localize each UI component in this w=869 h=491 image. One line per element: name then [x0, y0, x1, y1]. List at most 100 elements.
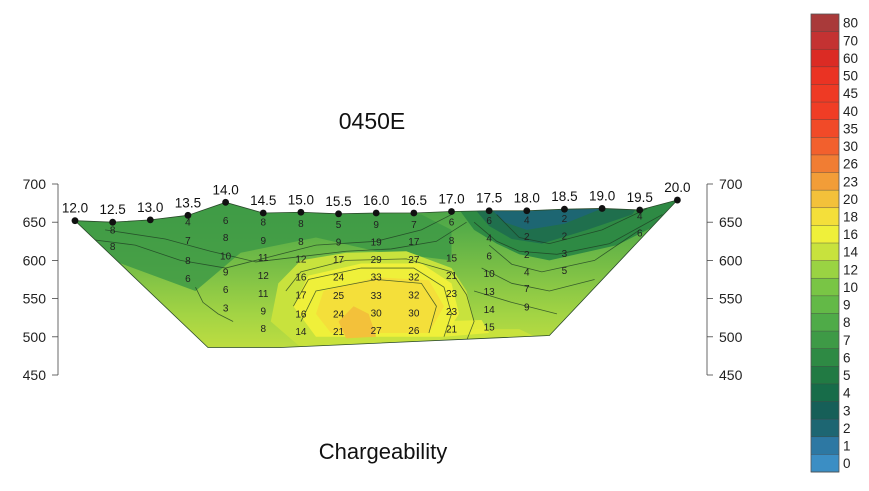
colorbar-label: 10 — [843, 280, 858, 295]
colorbar-label: 7 — [843, 333, 851, 348]
data-label: 32 — [408, 273, 420, 284]
colorbar-label: 23 — [843, 174, 858, 189]
data-label: 17 — [408, 237, 420, 248]
colorbar-swatch — [811, 207, 839, 226]
station-dot — [410, 209, 418, 217]
colorbar-label: 40 — [843, 104, 858, 119]
colorbar-swatch — [811, 31, 839, 50]
colorbar-label: 45 — [843, 86, 858, 101]
station-dot — [485, 207, 493, 215]
data-label: 8 — [298, 237, 304, 248]
data-label: 2 — [524, 250, 530, 261]
right-tick-label: 600 — [719, 252, 743, 268]
left-tick-label: 500 — [23, 329, 47, 345]
colorbar-label: 35 — [843, 121, 858, 136]
data-label: 4 — [486, 234, 492, 245]
station-label: 20.0 — [664, 180, 690, 195]
colorbar-label: 14 — [843, 245, 859, 260]
data-label: 10 — [220, 251, 232, 262]
data-label: 9 — [223, 267, 229, 278]
data-label: 21 — [446, 325, 458, 336]
contour-line — [293, 267, 452, 337]
data-label: 27 — [408, 255, 420, 266]
station-label: 17.0 — [438, 192, 464, 207]
station-dot — [561, 205, 568, 213]
station-dot — [222, 198, 230, 206]
data-label: 4 — [185, 218, 191, 229]
colorbar-label: 50 — [843, 69, 858, 84]
data-label: 25 — [333, 291, 345, 302]
colorbar-label: 80 — [843, 16, 858, 31]
colorbar-label: 70 — [843, 33, 858, 48]
data-label: 4 — [524, 215, 530, 226]
data-label: 3 — [223, 303, 229, 314]
data-label: 14 — [295, 327, 307, 338]
data-label: 5 — [562, 266, 568, 277]
colorbar-swatch — [811, 14, 839, 32]
contour-zone — [436, 319, 490, 337]
colorbar-label: 5 — [843, 368, 851, 383]
data-label: 19 — [371, 238, 383, 249]
contour-line — [300, 279, 437, 334]
colorbar-swatch — [811, 419, 839, 438]
data-label: 5 — [336, 220, 342, 231]
colorbar-swatch — [811, 366, 839, 385]
data-label: 26 — [408, 326, 420, 337]
station-label: 18.5 — [551, 189, 577, 204]
contour-line — [473, 290, 558, 315]
data-label: 7 — [411, 220, 417, 231]
station-label: 13.5 — [175, 195, 201, 210]
data-label: 2 — [562, 231, 568, 242]
data-label: 8 — [449, 236, 455, 247]
colorbar-label: 0 — [843, 456, 851, 471]
data-label: 15 — [446, 254, 458, 265]
data-label: 33 — [371, 273, 383, 284]
data-label: 32 — [408, 290, 420, 301]
contour-line — [488, 229, 640, 273]
station-label: 15.0 — [288, 192, 314, 207]
station-dot — [674, 196, 681, 204]
colorbar-swatch — [811, 278, 839, 297]
left-tick-label: 550 — [23, 291, 47, 307]
colorbar-label: 18 — [843, 210, 858, 225]
station-dot — [523, 207, 531, 215]
colorbar-swatch — [811, 172, 839, 191]
colorbar-label: 16 — [843, 227, 858, 242]
data-label: 14 — [484, 305, 496, 316]
left-tick-label: 700 — [23, 176, 47, 192]
data-label: 21 — [333, 327, 345, 338]
data-label: 17 — [295, 290, 307, 301]
station-dot — [297, 208, 305, 216]
data-label: 9 — [524, 303, 530, 314]
data-label: 6 — [486, 216, 492, 227]
right-tick-label: 650 — [719, 214, 743, 230]
data-label: 3 — [562, 249, 568, 260]
color-scale-legend: 8070605045403530262320181614121098765432… — [810, 13, 859, 473]
colorbar-label: 12 — [843, 262, 858, 277]
contour-line — [473, 214, 663, 255]
colorbar-label: 2 — [843, 421, 851, 436]
station-dot — [259, 209, 267, 217]
station-label: 13.0 — [137, 200, 163, 215]
data-label: 10 — [484, 269, 496, 280]
data-label: 24 — [333, 309, 345, 320]
contour-line — [195, 286, 234, 322]
data-label: 16 — [295, 273, 307, 284]
data-label: 2 — [562, 214, 568, 225]
data-label: 11 — [258, 289, 269, 300]
colorbar-swatch — [811, 331, 839, 349]
station-dot — [636, 206, 644, 214]
colorbar-label: 6 — [843, 350, 851, 365]
chart-subtitle: Chargeability — [319, 439, 447, 464]
contour-line — [105, 221, 467, 263]
colorbar-swatch — [811, 137, 839, 156]
colorbar-swatch — [811, 154, 839, 173]
station-dot — [372, 209, 380, 217]
right-tick-label: 550 — [719, 291, 743, 307]
colorbar-swatch — [811, 348, 839, 367]
colorbar-swatch — [811, 243, 839, 261]
station-label: 19.0 — [589, 188, 615, 203]
data-label: 13 — [484, 287, 496, 298]
data-label: 11 — [258, 253, 269, 264]
station-label: 12.5 — [100, 202, 126, 217]
